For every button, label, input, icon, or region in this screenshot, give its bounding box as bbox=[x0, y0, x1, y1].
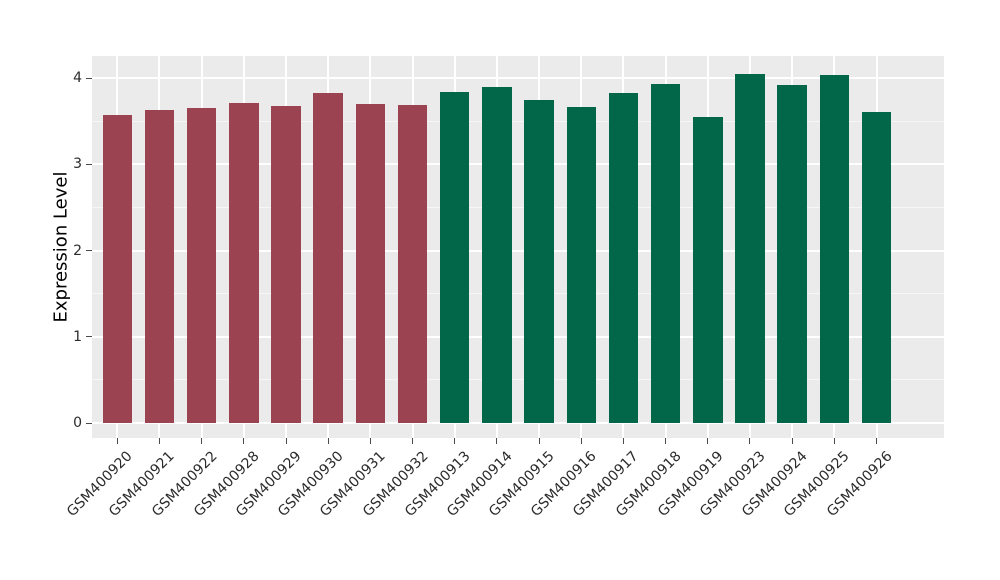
bar-GSM400929 bbox=[271, 105, 301, 423]
x-tick-mark bbox=[327, 438, 329, 444]
gridline-minor bbox=[92, 206, 944, 208]
bar-GSM400913 bbox=[439, 91, 470, 423]
gridline-major bbox=[92, 163, 944, 166]
x-tick-mark bbox=[158, 438, 160, 444]
x-tick-mark bbox=[791, 438, 793, 444]
bar-GSM400920 bbox=[102, 115, 133, 423]
x-tick-mark bbox=[412, 438, 414, 444]
gridline-minor bbox=[92, 120, 944, 122]
bar-GSM400918 bbox=[650, 84, 681, 423]
bar-GSM400923 bbox=[735, 73, 765, 423]
bar-GSM400925 bbox=[819, 75, 850, 423]
x-tick-mark bbox=[243, 438, 245, 444]
bar-GSM400931 bbox=[355, 103, 386, 423]
bar-GSM400921 bbox=[144, 109, 175, 423]
x-tick-mark bbox=[116, 438, 118, 444]
bar-GSM400917 bbox=[608, 92, 639, 423]
bar-GSM400914 bbox=[482, 86, 512, 423]
bar-GSM400932 bbox=[397, 104, 428, 423]
x-tick-mark bbox=[707, 438, 709, 444]
bar-GSM400928 bbox=[229, 103, 259, 423]
bar-GSM400915 bbox=[524, 100, 554, 423]
x-tick-mark bbox=[369, 438, 371, 444]
gridline-major bbox=[92, 249, 944, 252]
x-tick-mark bbox=[749, 438, 751, 444]
x-tick-mark bbox=[876, 438, 877, 444]
x-tick-mark bbox=[496, 438, 498, 444]
y-tick-label: 4 bbox=[73, 70, 82, 86]
gridline-major bbox=[92, 422, 944, 424]
y-tick-label: 2 bbox=[73, 242, 82, 259]
y-tick-mark bbox=[86, 163, 92, 165]
y-tick-mark bbox=[86, 422, 92, 424]
x-tick-mark bbox=[622, 438, 624, 444]
gridline-minor bbox=[92, 379, 944, 381]
bar-GSM400919 bbox=[693, 116, 723, 423]
y-tick-mark bbox=[86, 250, 92, 251]
y-tick-label: 0 bbox=[73, 415, 82, 431]
x-tick-mark bbox=[538, 438, 540, 444]
bar-GSM400916 bbox=[566, 107, 597, 423]
bar-GSM400922 bbox=[186, 108, 217, 423]
gridline-major bbox=[92, 77, 944, 79]
y-tick-mark bbox=[86, 336, 92, 338]
x-tick-mark bbox=[833, 438, 835, 444]
y-tick-label: 1 bbox=[73, 328, 82, 345]
x-tick-mark bbox=[285, 438, 287, 444]
x-tick-mark bbox=[454, 438, 456, 444]
x-tick-mark bbox=[201, 438, 203, 444]
y-tick-label: 3 bbox=[73, 156, 82, 173]
x-tick-mark bbox=[665, 438, 667, 444]
plot-panel bbox=[92, 56, 944, 438]
bar-GSM400926 bbox=[861, 111, 892, 423]
y-tick-mark bbox=[86, 77, 92, 79]
gridline-minor bbox=[92, 293, 944, 295]
gridline-major bbox=[92, 335, 944, 338]
x-tick-mark bbox=[580, 438, 582, 444]
x-tick-label-GSM400926: GSM400926 bbox=[823, 448, 896, 520]
bar-GSM400930 bbox=[313, 92, 343, 423]
bar-GSM400924 bbox=[777, 84, 807, 423]
